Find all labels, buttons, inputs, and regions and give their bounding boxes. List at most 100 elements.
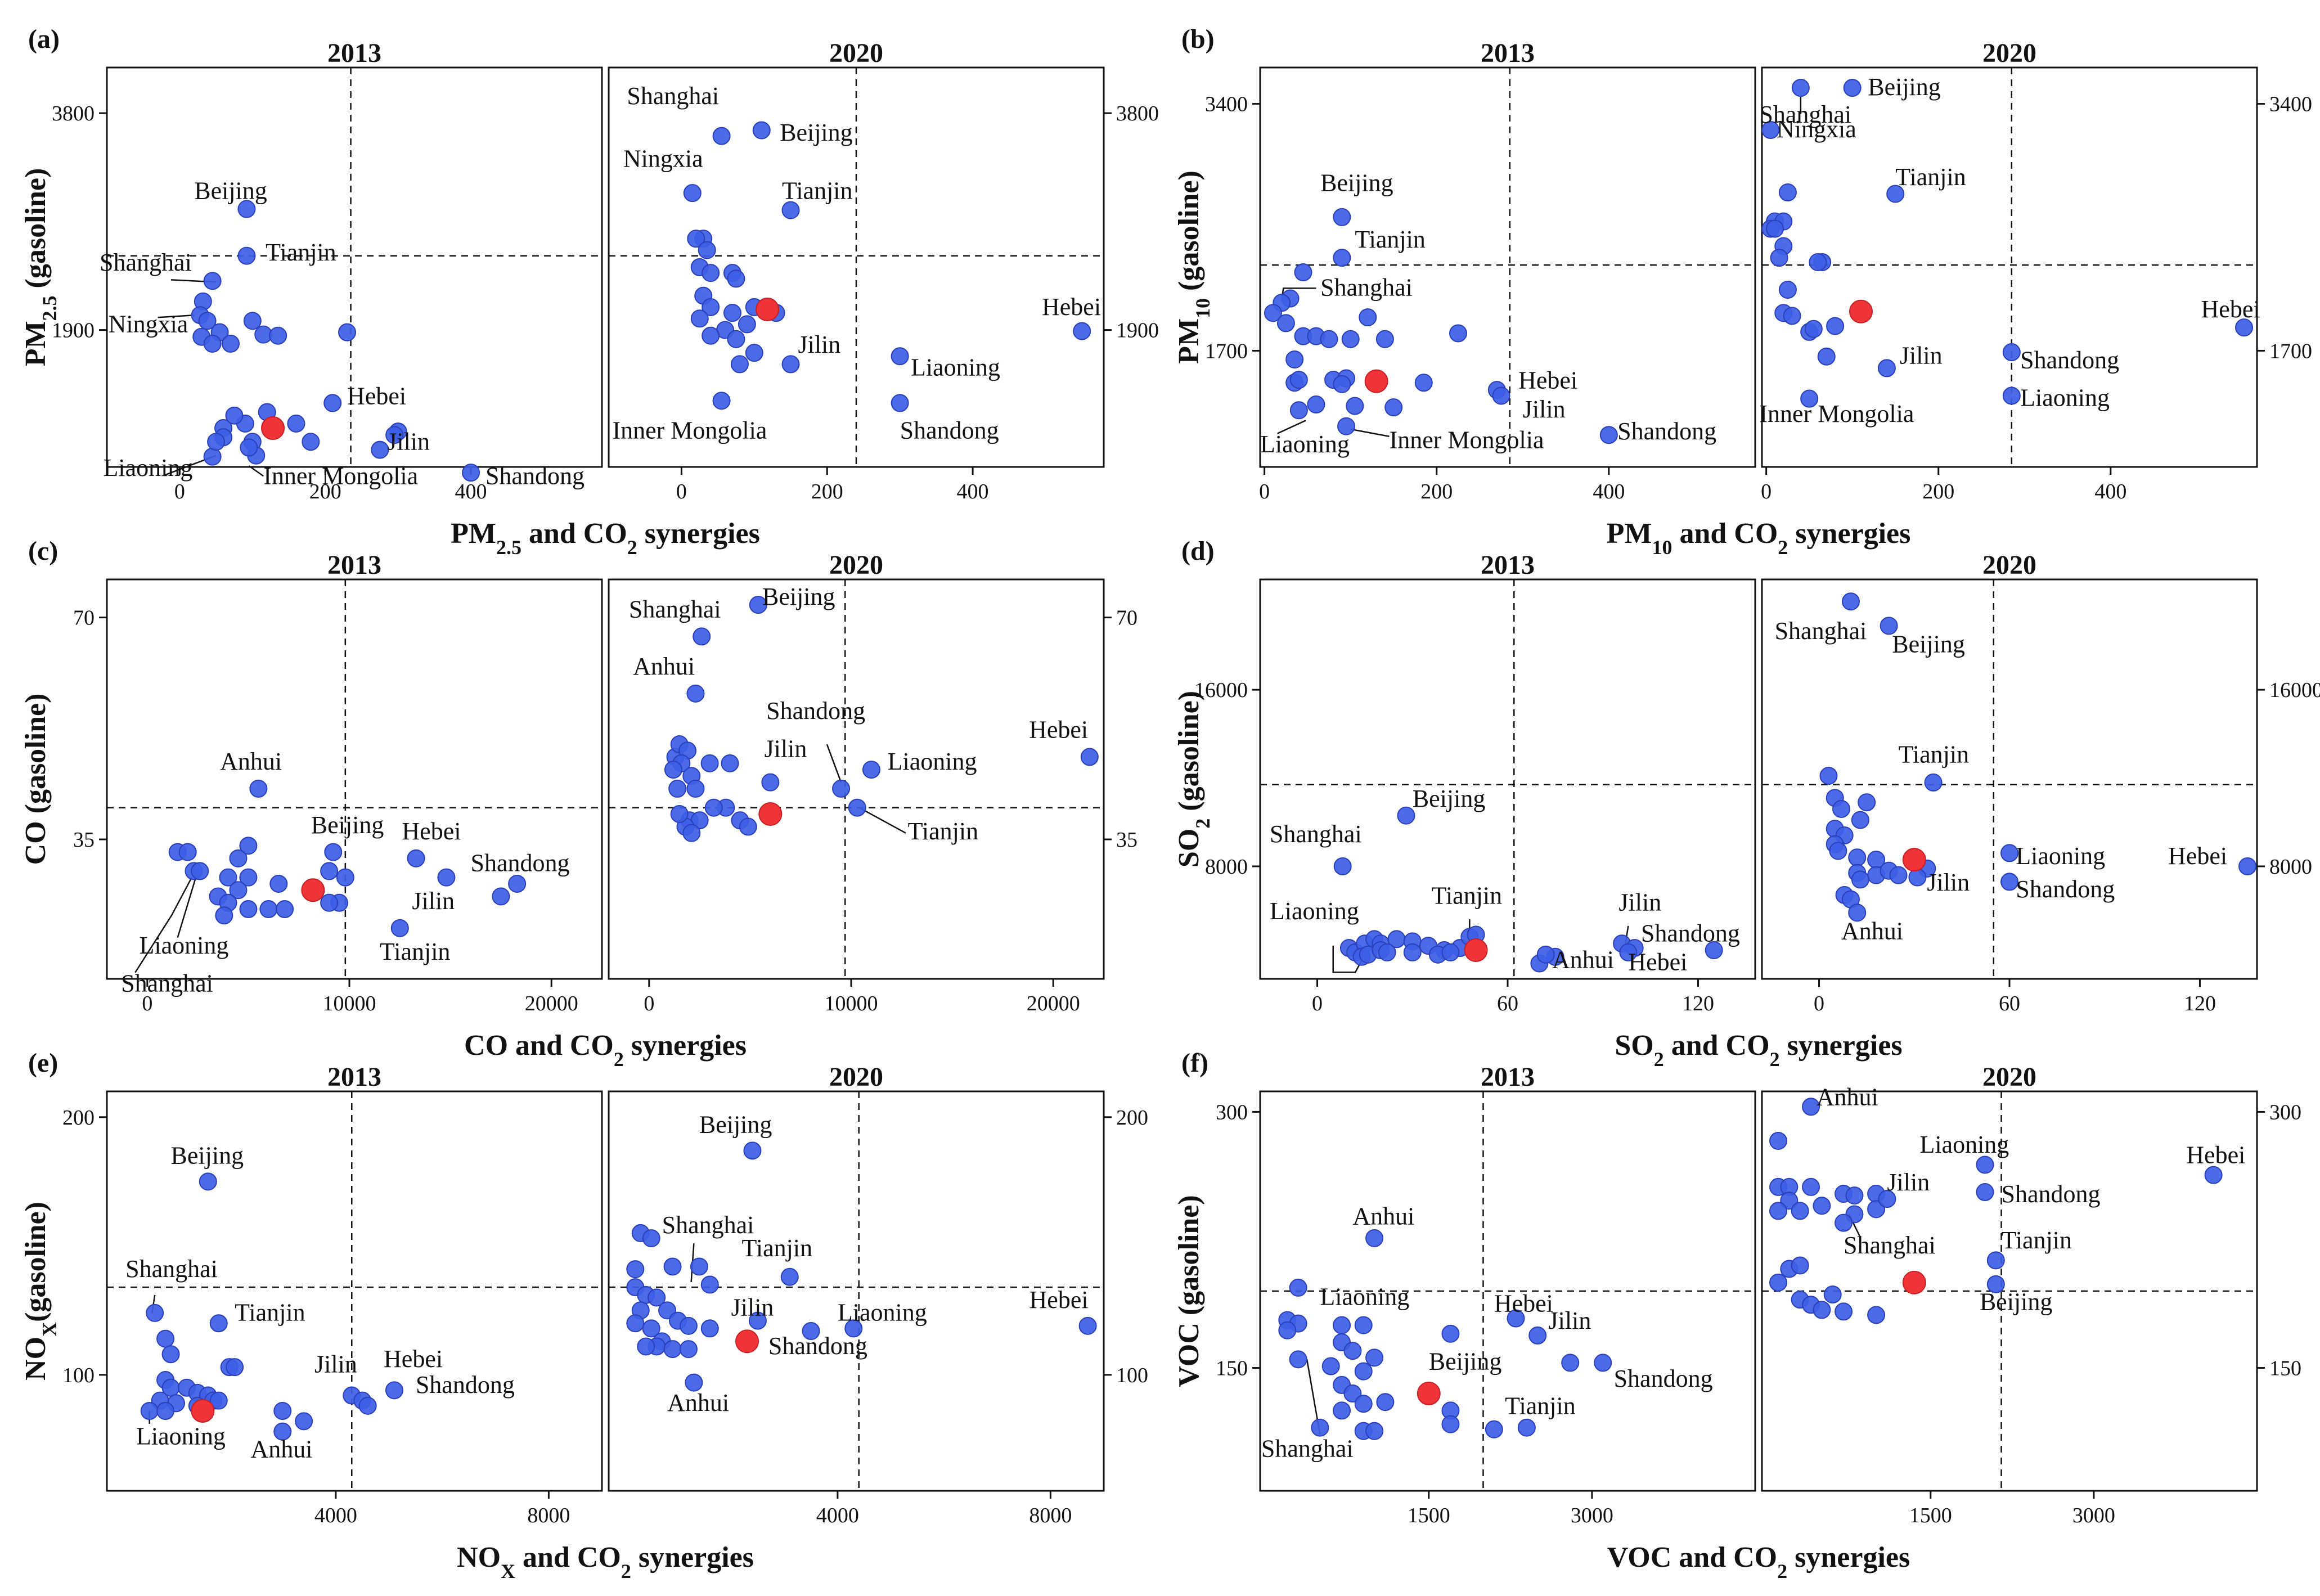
data-point	[1877, 359, 1896, 377]
subplot-title: 2013	[327, 1062, 381, 1092]
x-tick-label: 400	[455, 480, 487, 503]
data-point	[222, 334, 240, 353]
data-point	[1835, 1302, 1853, 1321]
data-point	[358, 1396, 377, 1415]
panel-a: (a) 2013 0 200 400 1900 3800 Beijing Tianjin Shan…	[20, 24, 1159, 559]
data-point	[287, 414, 305, 433]
panel-label: (a)	[28, 24, 60, 54]
data-point	[1809, 253, 1827, 271]
point-label: Tianjin	[742, 1234, 813, 1262]
mean-point	[758, 802, 783, 826]
x-axis-label: VOC and CO2 synergies	[1607, 1541, 1910, 1582]
data-point	[302, 433, 320, 451]
data-point	[1276, 314, 1295, 332]
data-point	[848, 798, 866, 817]
data-point	[1826, 317, 1845, 335]
point-label: Jilin	[387, 428, 430, 456]
data-point	[648, 1288, 666, 1307]
data-point	[700, 1319, 719, 1338]
data-point	[237, 246, 256, 265]
y-axis-label: PM2.5 (gasoline)	[20, 168, 61, 367]
data-point	[1485, 1420, 1503, 1438]
data-point	[437, 868, 456, 887]
data-point	[371, 440, 389, 459]
point-label: Beijing	[1429, 1348, 1502, 1375]
point-label: Jilin	[1927, 869, 1970, 896]
data-point	[637, 1337, 655, 1356]
point-label: Tianjin	[380, 938, 451, 965]
point-label: Tianjin	[1355, 226, 1426, 253]
subplot-title: 2013	[327, 38, 381, 68]
data-point	[1851, 811, 1869, 829]
data-point	[1594, 1354, 1612, 1372]
point-label: Tianjin	[2001, 1226, 2072, 1254]
data-point	[748, 1311, 767, 1330]
x-tick-label: 200	[1420, 480, 1453, 503]
x-tick-label: 10000	[825, 992, 878, 1015]
mean-point	[1902, 1270, 1926, 1294]
point-label: Jilin	[731, 1294, 774, 1321]
x-tick-label: 1500	[1408, 1504, 1450, 1527]
data-point	[1845, 1186, 1864, 1205]
subplot-2020: 2020 1500 3000 150 300 Anhui Liaoning Hebei Jili…	[1761, 1062, 2301, 1527]
data-point	[1403, 943, 1422, 961]
data-point	[1599, 426, 1618, 444]
y-tick-label: 70	[1116, 606, 1137, 630]
data-point	[1783, 307, 1801, 325]
data-point	[1561, 1354, 1580, 1372]
data-point	[2002, 343, 2021, 362]
subplot-2013: 2013 4000 8000 100 200 Beijing Shanghai Tianjin…	[62, 1062, 603, 1527]
data-point	[1804, 320, 1823, 338]
data-point	[712, 392, 731, 410]
point-label: Liaoning	[1919, 1131, 2009, 1158]
data-point	[225, 406, 244, 425]
x-tick-label: 400	[2094, 480, 2126, 503]
data-point	[1073, 322, 1091, 340]
point-label: Shandong	[768, 1332, 867, 1360]
x-axis-label: NOX and CO2 synergies	[457, 1541, 754, 1582]
y-tick-label: 35	[73, 828, 95, 852]
data-point	[761, 773, 780, 792]
data-point	[2000, 844, 2018, 862]
data-point	[2238, 857, 2257, 875]
data-point	[663, 1257, 682, 1276]
leader-line	[826, 744, 842, 783]
point-label: Liaoning	[2020, 384, 2110, 412]
point-label: Inner Mongolia	[1759, 400, 1914, 428]
data-point	[1517, 1418, 1536, 1437]
data-point	[1507, 1309, 1525, 1328]
point-label: Liaoning	[888, 748, 977, 775]
data-point	[690, 1257, 708, 1276]
x-tick-label: 4000	[314, 1504, 357, 1527]
data-point	[1078, 1316, 1097, 1335]
data-point	[642, 1229, 660, 1248]
data-point	[1791, 1256, 1809, 1275]
leader-line	[177, 877, 197, 938]
point-label: Shandong	[2001, 1180, 2100, 1208]
point-label: Anhui	[633, 653, 695, 680]
x-tick-label: 60	[1999, 992, 2020, 1015]
data-point	[844, 1319, 863, 1338]
data-point	[670, 804, 689, 823]
data-point	[385, 426, 404, 444]
data-point	[1365, 1229, 1384, 1247]
data-point	[2000, 873, 2018, 891]
point-label: Shandong	[900, 416, 999, 444]
data-point	[780, 1267, 799, 1286]
subplot-title: 2020	[1982, 1062, 2036, 1092]
point-label: Liaoning	[104, 454, 193, 482]
data-point	[1778, 183, 1797, 202]
point-label: Hebei	[2201, 295, 2260, 323]
y-tick-label: 100	[62, 1364, 95, 1387]
point-label: Shandong	[1641, 919, 1740, 947]
data-point	[702, 298, 720, 316]
leader-line	[1277, 420, 1306, 434]
point-label: Shanghai	[1270, 820, 1362, 848]
subplot-title: 2013	[327, 550, 381, 580]
panel-label: (b)	[1181, 24, 1215, 54]
mean-point	[1364, 369, 1388, 393]
data-point	[1619, 943, 1638, 961]
plot-frame	[106, 1090, 603, 1492]
panel-b: (b) 2013 0 200 400 1700 3400 Beijing Tianjin Shan…	[1173, 24, 2312, 559]
data-point	[156, 1329, 175, 1348]
